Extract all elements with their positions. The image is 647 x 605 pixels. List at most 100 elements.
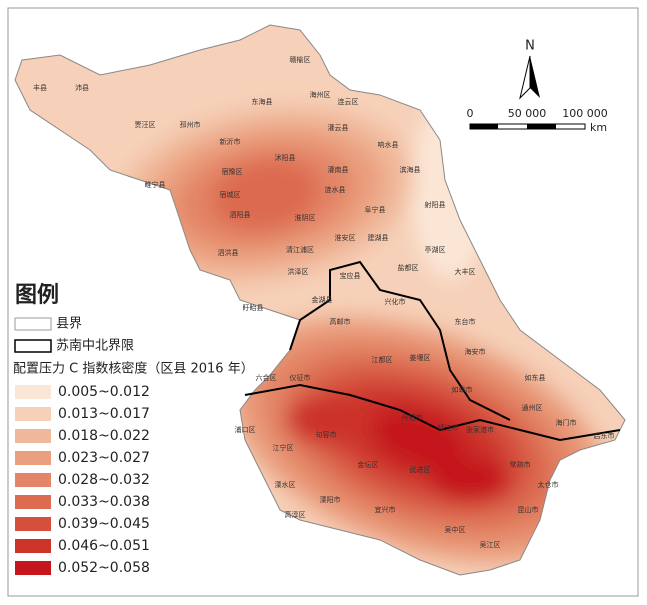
place-label: 昆山市 [518, 505, 539, 514]
place-label: 宿城区 [220, 190, 241, 199]
place-label: 灌南县 [328, 165, 349, 174]
place-label: 高淳区 [285, 510, 306, 519]
place-label: 吴中区 [445, 525, 466, 534]
north-label: N [525, 39, 535, 54]
place-label: 丹阳市 [402, 413, 423, 422]
place-label: 张家港市 [466, 425, 494, 434]
place-label: 金湖县 [312, 295, 333, 304]
legend-swatch [15, 561, 51, 575]
place-label: 宿豫区 [222, 167, 243, 176]
place-label: 亭湖区 [425, 245, 446, 254]
place-label: 赣榆区 [290, 55, 311, 64]
place-label: 金坛区 [358, 460, 379, 469]
place-label: 溧水区 [275, 480, 296, 489]
place-label: 江都区 [372, 356, 393, 364]
place-label: 东海县 [252, 97, 273, 106]
legend-class-label: 0.018~0.022 [58, 428, 150, 444]
legend-density-title: 配置压力 C 指数核密度（区县 2016 年） [13, 361, 254, 377]
legend-class-label: 0.052~0.058 [58, 560, 150, 576]
place-label: 海安市 [465, 347, 486, 356]
place-label: 海州区 [310, 90, 331, 99]
place-label: 江宁区 [273, 443, 294, 452]
region-boundary [244, 260, 621, 442]
place-label: 六合区 [256, 373, 277, 382]
place-label: 常熟市 [510, 460, 531, 469]
place-label: 盐都区 [398, 263, 419, 272]
legend-swatch [15, 429, 51, 443]
place-label: 洪泽区 [288, 267, 309, 276]
legend-swatch [15, 451, 51, 465]
scale-unit: km [590, 121, 607, 134]
legend-title: 图例 [15, 283, 59, 308]
place-label: 东台市 [455, 317, 476, 326]
legend: 图例 县界 苏南中北界限 配置压力 C 指数核密度（区县 2016 年） 0.0… [13, 283, 254, 576]
legend-swatch [15, 495, 51, 509]
legend-class-label: 0.023~0.027 [58, 450, 150, 466]
legend-swatch [15, 539, 51, 553]
place-label: 泗洪县 [218, 248, 239, 257]
legend-class-label: 0.046~0.051 [58, 538, 150, 554]
place-label: 灌云县 [328, 123, 349, 132]
place-label: 宜兴市 [375, 505, 396, 514]
heat-north [210, 159, 320, 231]
place-label: 武进区 [410, 465, 431, 474]
heat-south-core2 [285, 395, 375, 445]
place-label: 太仓市 [538, 480, 559, 489]
legend-region: 苏南中北界限 [56, 338, 134, 354]
place-label: 海门市 [556, 418, 577, 427]
frame [7, 7, 639, 597]
legend-county: 县界 [56, 317, 82, 332]
place-label: 丰县 [33, 83, 47, 92]
legend-class-label: 0.039~0.045 [58, 516, 150, 532]
place-label: 吴江区 [480, 541, 501, 549]
place-label: 淮安区 [335, 233, 356, 242]
place-label: 建湖县 [368, 233, 389, 242]
scale-tick: 0 [467, 107, 474, 120]
legend-class-label: 0.013~0.017 [58, 406, 150, 422]
place-label: 沛县 [75, 83, 89, 92]
legend-swatch [15, 473, 51, 487]
place-label: 浦口区 [235, 425, 256, 434]
legend-class-label: 0.028~0.032 [58, 472, 150, 488]
place-label: 溧阳市 [320, 495, 341, 504]
place-label: 贾汪区 [135, 121, 156, 129]
legend-swatch [15, 407, 51, 421]
place-label: 姜堰区 [410, 353, 431, 362]
place-label: 宝应县 [340, 271, 361, 280]
place-label: 靖江市 [438, 423, 459, 432]
place-label: 涟水县 [325, 185, 346, 194]
place-label: 如东县 [525, 373, 546, 382]
place-label: 阜宁县 [365, 205, 386, 214]
scale-tick: 100 000 [562, 107, 608, 120]
place-label: 兴化市 [385, 297, 406, 306]
place-label: 启东市 [594, 431, 615, 440]
place-label: 泗阳县 [230, 210, 251, 219]
north-arrow: N [519, 39, 540, 100]
place-label: 通州区 [522, 403, 543, 412]
place-label: 大丰区 [455, 267, 476, 276]
place-label: 滨海县 [400, 165, 421, 174]
heat-south-core3 [430, 458, 510, 502]
legend-swatch [15, 385, 51, 399]
place-label: 响水县 [378, 140, 399, 149]
place-label: 睢宁县 [145, 180, 166, 189]
place-label: 清江浦区 [286, 245, 314, 254]
heat-south [372, 408, 468, 472]
place-label: 新沂市 [220, 137, 241, 146]
place-label: 邳州市 [180, 120, 201, 129]
place-label: 句容市 [316, 430, 337, 439]
place-label: 仪征市 [290, 373, 311, 382]
place-label: 如皋市 [452, 385, 473, 394]
place-label: 沭阳县 [275, 153, 296, 162]
legend-class-label: 0.033~0.038 [58, 494, 150, 510]
place-label: 淮阴区 [295, 213, 316, 222]
place-label: 射阳县 [425, 200, 446, 209]
scale-bar: 0 50 000 100 000 km [467, 107, 608, 134]
legend-swatch [15, 517, 51, 531]
legend-class-label: 0.005~0.012 [58, 384, 150, 400]
place-label: 连云区 [338, 97, 359, 106]
place-label: 高邮市 [330, 317, 351, 326]
scale-tick: 50 000 [508, 107, 547, 120]
